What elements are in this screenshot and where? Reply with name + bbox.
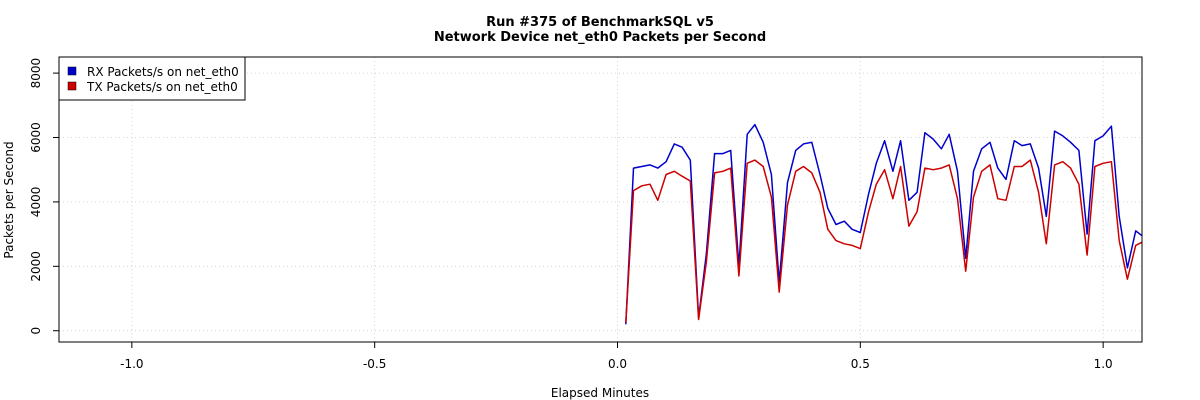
y-tick-label: 2000 (29, 251, 43, 282)
x-tick-label: 0.5 (851, 357, 870, 371)
legend-label-rx: RX Packets/s on net_eth0 (87, 65, 239, 79)
y-tick-label: 0 (29, 327, 43, 335)
chart-title: Run #375 of BenchmarkSQL v5 (486, 15, 714, 30)
y-tick-label: 8000 (29, 58, 43, 89)
legend-swatch-tx (67, 81, 77, 91)
series-lines (625, 123, 1143, 325)
x-axis-label: Elapsed Minutes (551, 386, 649, 400)
plot-frame (58, 56, 1143, 343)
y-axis-label: Packets per Second (2, 141, 16, 258)
y-axis: 0 2000 4000 6000 8000 (29, 58, 59, 335)
x-tick-label: -0.5 (363, 357, 386, 371)
y-tick-label: 6000 (29, 122, 43, 153)
legend: RX Packets/s on net_eth0 TX Packets/s on… (58, 56, 246, 101)
legend-label-tx: TX Packets/s on net_eth0 (86, 80, 238, 94)
x-tick-label: 0.0 (608, 357, 627, 371)
x-tick-label: -1.0 (120, 357, 143, 371)
x-tick-label: 1.0 (1094, 357, 1113, 371)
legend-swatch-rx (67, 66, 77, 76)
y-tick-label: 4000 (29, 187, 43, 218)
x-axis: -1.0 -0.5 0.0 0.5 1.0 (120, 342, 1113, 371)
series-line-tx (625, 159, 1143, 323)
legend-box (58, 56, 246, 101)
chart-subtitle: Network Device net_eth0 Packets per Seco… (434, 30, 766, 45)
series-line-rx (625, 123, 1143, 325)
